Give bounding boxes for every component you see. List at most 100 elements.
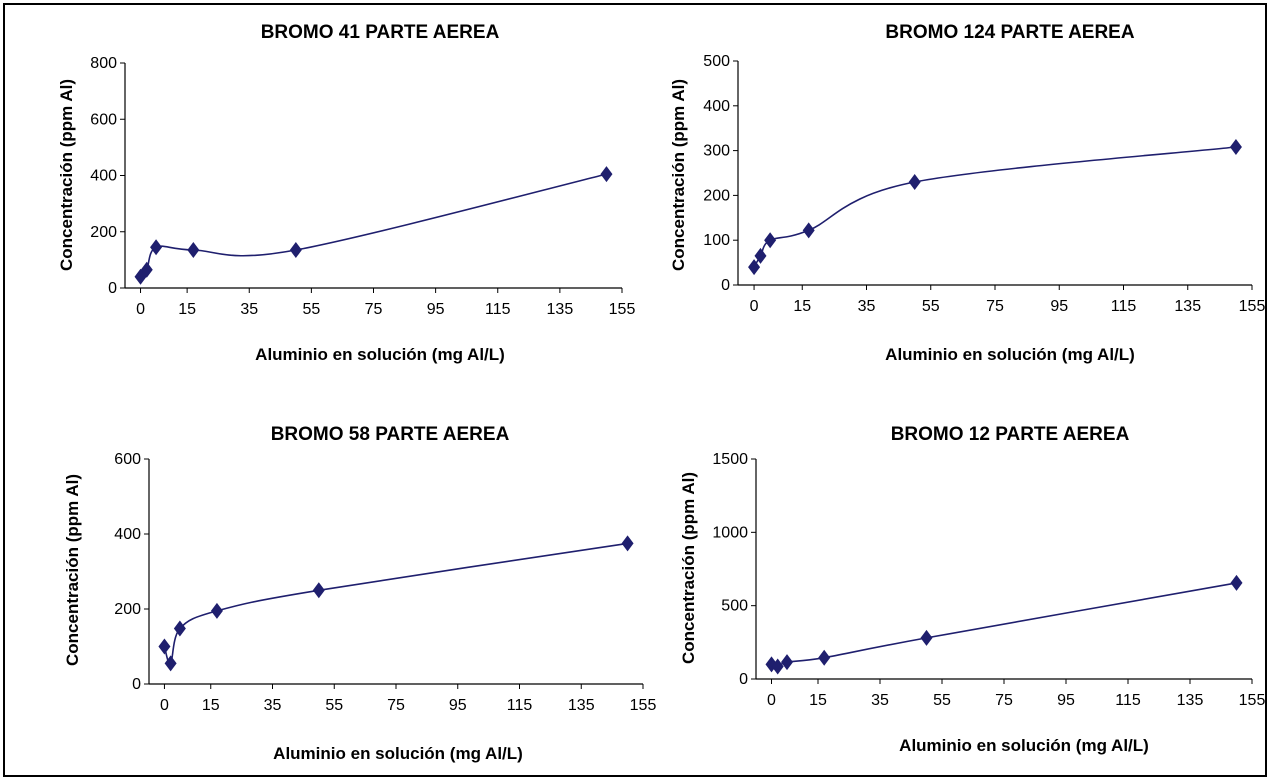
x-tick-label: 0: [767, 692, 776, 709]
plot-area: 0 500 1000 1500 0 15 35 55 75 95 115 135 155: [712, 451, 1265, 709]
y-tick-label: 800: [90, 55, 117, 72]
x-tick-label: 35: [858, 298, 876, 315]
x-tick-label: 135: [1174, 298, 1201, 315]
x-axis-label: Aluminio en solución (mg Al/L): [255, 345, 505, 364]
y-tick-label: 200: [114, 601, 141, 618]
data-point-marker: [312, 582, 325, 599]
data-point-marker: [802, 222, 815, 239]
x-tick-label: 135: [1177, 692, 1204, 709]
data-point-marker: [140, 261, 153, 278]
data-point-marker: [818, 649, 831, 666]
figure-frame: [3, 3, 1267, 777]
y-tick-label: 400: [703, 98, 730, 115]
data-point-marker: [210, 602, 223, 619]
plot-area: 0 200 400 600 0 15 35 55 75 95 115 135 155: [114, 451, 656, 714]
x-tick-label: 75: [995, 692, 1013, 709]
data-point-marker: [158, 638, 171, 655]
data-point-marker: [164, 655, 177, 672]
x-tick-label: 0: [136, 301, 145, 318]
y-tick-label: 0: [132, 676, 141, 693]
x-tick-label: 15: [809, 692, 827, 709]
y-tick-label: 500: [721, 598, 748, 615]
x-tick-label: 0: [750, 298, 759, 315]
y-tick-label: 600: [90, 111, 117, 128]
y-tick-label: 200: [90, 224, 117, 241]
x-axis-label: Aluminio en solución (mg Al/L): [885, 345, 1135, 364]
y-axis-label: Concentración (ppm Al): [57, 79, 76, 271]
y-tick-label: 500: [703, 53, 730, 70]
x-tick-label: 55: [302, 301, 320, 318]
x-tick-label: 135: [568, 697, 595, 714]
plot-area: 0 100 200 300 400 500 0 15 35 55 75 95 115 135 155: [703, 53, 1265, 315]
data-point-marker: [920, 629, 933, 646]
chart-bromo-58: BROMO 58 PARTE AEREA Aluminio en solució…: [63, 424, 656, 763]
x-tick-label: 95: [1057, 692, 1075, 709]
data-point-marker: [187, 242, 200, 259]
x-tick-label: 95: [449, 697, 467, 714]
series-line: [163, 542, 628, 665]
chart-title: BROMO 58 PARTE AEREA: [271, 424, 510, 445]
x-tick-label: 35: [264, 697, 282, 714]
x-tick-label: 15: [793, 298, 811, 315]
x-tick-label: 75: [986, 298, 1004, 315]
data-point-marker: [1230, 574, 1243, 591]
x-tick-label: 35: [240, 301, 258, 318]
x-axis-label: Aluminio en solución (mg Al/L): [273, 744, 523, 763]
x-tick-label: 55: [922, 298, 940, 315]
x-tick-label: 155: [1239, 692, 1266, 709]
x-tick-label: 55: [933, 692, 951, 709]
x-tick-label: 115: [1111, 298, 1137, 315]
data-point-marker: [781, 654, 793, 671]
data-point-marker: [771, 658, 784, 675]
series-line: [753, 146, 1236, 268]
y-tick-label: 0: [108, 280, 117, 297]
x-tick-label: 75: [387, 697, 405, 714]
x-tick-label: 115: [485, 301, 511, 318]
x-tick-label: 55: [325, 697, 343, 714]
x-tick-label: 115: [507, 697, 533, 714]
x-tick-label: 155: [1239, 298, 1266, 315]
x-tick-label: 35: [871, 692, 889, 709]
data-point-marker: [908, 173, 921, 190]
y-tick-label: 300: [703, 143, 730, 160]
x-tick-label: 135: [547, 301, 574, 318]
x-tick-label: 155: [609, 301, 636, 318]
y-tick-label: 400: [114, 526, 141, 543]
plot-area: 0 200 400 600 800 0 15 35 55 75 95 115 135 155: [90, 55, 635, 318]
y-tick-label: 100: [703, 232, 730, 249]
y-tick-label: 0: [721, 277, 730, 294]
data-point-marker: [754, 247, 767, 264]
x-tick-label: 75: [365, 301, 383, 318]
chart-title: BROMO 41 PARTE AEREA: [261, 22, 500, 43]
y-axis-label: Concentración (ppm Al): [63, 474, 82, 666]
data-point-marker: [621, 535, 634, 552]
x-tick-label: 15: [202, 697, 220, 714]
x-tick-label: 115: [1115, 692, 1141, 709]
x-tick-label: 95: [427, 301, 445, 318]
y-tick-label: 200: [703, 187, 730, 204]
x-tick-label: 95: [1050, 298, 1068, 315]
x-tick-label: 15: [178, 301, 196, 318]
chart-title: BROMO 124 PARTE AEREA: [885, 22, 1134, 43]
x-tick-label: 155: [630, 697, 657, 714]
x-axis-label: Aluminio en solución (mg Al/L): [899, 736, 1149, 755]
data-point-marker: [289, 242, 302, 259]
y-tick-label: 400: [90, 168, 117, 185]
data-point-marker: [600, 166, 613, 183]
data-point-marker: [764, 232, 777, 249]
y-axis-label: Concentración (ppm Al): [679, 472, 698, 664]
chart-bromo-12: BROMO 12 PARTE AEREA Aluminio en solució…: [679, 424, 1265, 755]
y-tick-label: 1000: [712, 524, 748, 541]
chart-bromo-41: BROMO 41 PARTE AEREA Aluminio en solució…: [57, 22, 635, 364]
y-tick-label: 600: [114, 451, 141, 468]
series-line: [139, 173, 607, 278]
chart-title: BROMO 12 PARTE AEREA: [891, 424, 1130, 445]
y-axis-label: Concentración (ppm Al): [669, 79, 688, 271]
y-tick-label: 1500: [712, 451, 748, 468]
chart-bromo-124: BROMO 124 PARTE AEREA Aluminio en soluci…: [669, 22, 1265, 364]
x-tick-label: 0: [160, 697, 169, 714]
series-line: [771, 582, 1237, 668]
data-point-marker: [1229, 139, 1242, 156]
data-point-marker: [748, 259, 761, 276]
